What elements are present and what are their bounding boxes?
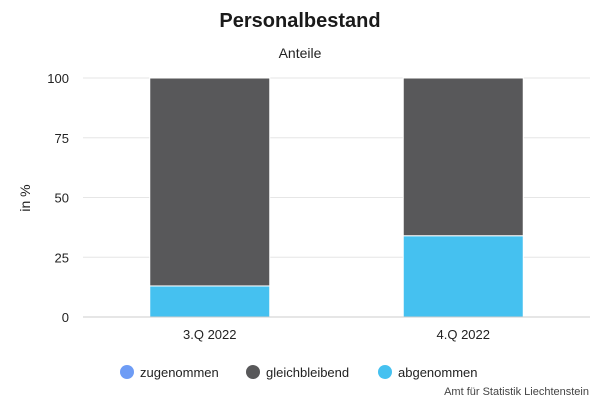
bar-segment-abgenommen (402, 235, 524, 318)
legend-item-abgenommen[interactable]: abgenommen (378, 365, 478, 380)
y-axis-ticks: 0 25 50 75 100 (47, 71, 69, 325)
legend-marker (120, 365, 134, 379)
x-tick-label: 4.Q 2022 (437, 327, 491, 342)
credit-text: Amt für Statistik Liechtenstein (444, 386, 589, 398)
chart-subtitle: Anteile (279, 45, 322, 61)
legend-marker (246, 365, 260, 379)
legend-label: gleichbleibend (266, 365, 349, 380)
legend-item-gleichbleibend[interactable]: gleichbleibend (246, 365, 349, 380)
y-tick-label: 100 (47, 71, 69, 86)
y-tick-label: 0 (62, 310, 69, 325)
y-tick-label: 50 (55, 191, 69, 206)
bar-segment-gleichbleibend (402, 77, 524, 237)
chart-title: Personalbestand (219, 10, 380, 32)
x-axis-ticks: 3.Q 2022 4.Q 2022 (183, 327, 490, 342)
legend-label: abgenommen (398, 365, 478, 380)
y-tick-label: 25 (55, 250, 69, 265)
bar-segment-gleichbleibend (149, 77, 271, 287)
bars (149, 77, 524, 318)
bar-segment-abgenommen (149, 285, 271, 318)
legend-label: zugenommen (140, 365, 219, 380)
x-tick-label: 3.Q 2022 (183, 327, 237, 342)
y-axis-title: in % (17, 184, 33, 211)
legend: zugenommen gleichbleibend abgenommen (120, 365, 478, 380)
legend-marker (378, 365, 392, 379)
legend-item-zugenommen[interactable]: zugenommen (120, 365, 219, 380)
y-tick-label: 75 (55, 131, 69, 146)
